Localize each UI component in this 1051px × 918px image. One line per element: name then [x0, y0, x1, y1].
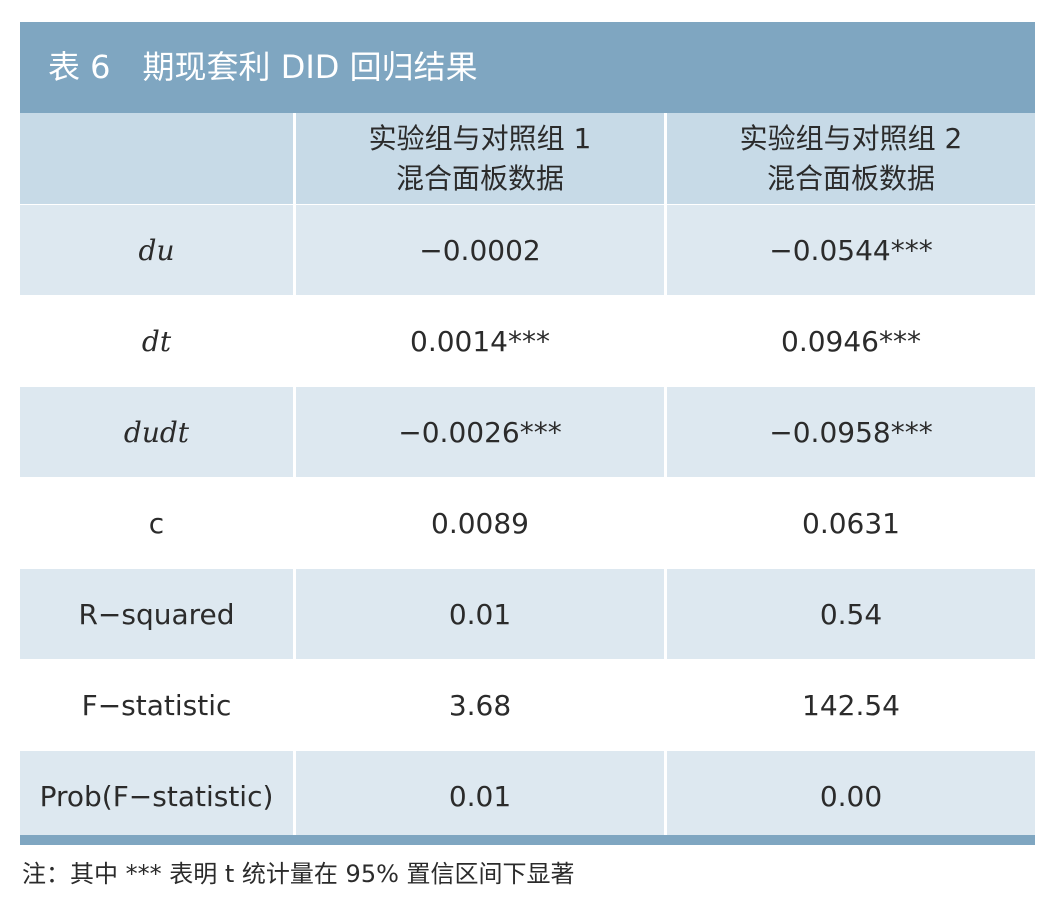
header-cell: 实验组与对照组 2 混合面板数据: [664, 113, 1035, 204]
value-cell: 0.0631: [664, 477, 1035, 568]
value-cell: 0.54: [664, 568, 1035, 659]
value-cell: −0.0958***: [664, 386, 1035, 477]
header-line: 混合面板数据: [766, 161, 935, 195]
table-row: R−squared 0.01 0.54: [20, 568, 1035, 659]
value-cell: 0.0014***: [293, 295, 664, 386]
table-row: dudt −0.0026*** −0.0958***: [20, 386, 1035, 477]
value-cell: −0.0544***: [664, 204, 1035, 295]
value-cell: 0.01: [293, 568, 664, 659]
header-line: 实验组与对照组 2: [739, 121, 963, 155]
table-row: c 0.0089 0.0631: [20, 477, 1035, 568]
value-cell: 0.0946***: [664, 295, 1035, 386]
value-cell: 142.54: [664, 659, 1035, 750]
header-line: 实验组与对照组 1: [368, 121, 592, 155]
row-label: F−statistic: [20, 659, 293, 750]
table-row: Prob(F−statistic) 0.01 0.00: [20, 750, 1035, 841]
value-cell: 3.68: [293, 659, 664, 750]
header-row: 实验组与对照组 1 混合面板数据 实验组与对照组 2 混合面板数据: [20, 113, 1035, 204]
header-cell: 实验组与对照组 1 混合面板数据: [293, 113, 664, 204]
row-label: du: [20, 204, 293, 295]
bottom-bar: [20, 835, 1035, 845]
value-cell: −0.0026***: [293, 386, 664, 477]
header-cell: [20, 113, 293, 204]
value-cell: −0.0002: [293, 204, 664, 295]
value-cell: 0.01: [293, 750, 664, 841]
row-label: c: [20, 477, 293, 568]
table-row: dt 0.0014*** 0.0946***: [20, 295, 1035, 386]
value-cell: 0.00: [664, 750, 1035, 841]
row-label: Prob(F−statistic): [20, 750, 293, 841]
value-cell: 0.0089: [293, 477, 664, 568]
row-label: dt: [20, 295, 293, 386]
row-label: R−squared: [20, 568, 293, 659]
header-line: 混合面板数据: [395, 161, 564, 195]
row-label: dudt: [20, 386, 293, 477]
table-row: du −0.0002 −0.0544***: [20, 204, 1035, 295]
table: 实验组与对照组 1 混合面板数据 实验组与对照组 2 混合面板数据 du −0.0002−…: [20, 113, 1035, 841]
footnote: 注：其中 *** 表明 t 统计量在 95% 置信区间下显著: [22, 860, 575, 888]
table-row: F−statistic 3.68 142.54: [20, 659, 1035, 750]
table-title: 表 6 期现套利 DID 回归结果: [20, 22, 1035, 113]
